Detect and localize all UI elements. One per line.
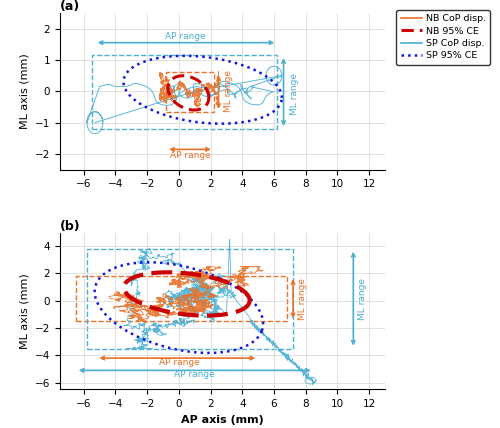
Bar xyxy=(87,249,293,348)
Y-axis label: ML axis (mm): ML axis (mm) xyxy=(20,54,30,129)
Text: AP range: AP range xyxy=(165,32,205,41)
X-axis label: AP axis (mm): AP axis (mm) xyxy=(181,415,264,425)
Legend: NB CoP disp., NB 95% CE, SP CoP disp., SP 95% CE: NB CoP disp., NB 95% CE, SP CoP disp., S… xyxy=(396,10,490,65)
Text: ML range: ML range xyxy=(290,74,299,116)
Text: ML range: ML range xyxy=(298,278,307,320)
Bar xyxy=(92,55,277,129)
Bar xyxy=(76,276,286,321)
Text: ML range: ML range xyxy=(224,70,233,112)
Text: (b): (b) xyxy=(60,220,80,232)
Text: (a): (a) xyxy=(60,0,80,13)
Bar xyxy=(166,72,214,112)
Text: AP range: AP range xyxy=(174,370,215,379)
Y-axis label: ML axis (mm): ML axis (mm) xyxy=(20,273,30,349)
Text: ML range: ML range xyxy=(358,278,367,320)
Text: AP range: AP range xyxy=(158,358,200,367)
Text: AP range: AP range xyxy=(170,151,210,160)
